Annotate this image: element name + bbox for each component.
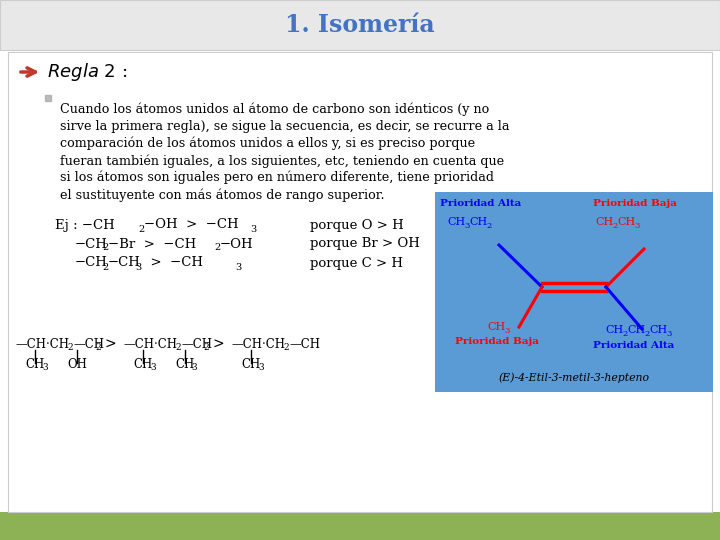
Text: Prioridad Baja: Prioridad Baja bbox=[593, 199, 677, 208]
Text: 2: 2 bbox=[102, 244, 108, 253]
Text: —CH: —CH bbox=[181, 339, 212, 352]
Text: 2: 2 bbox=[102, 262, 108, 272]
Text: 2: 2 bbox=[67, 343, 73, 353]
Text: CH: CH bbox=[595, 217, 613, 227]
Text: el sustituyente con más átomos de rango superior.: el sustituyente con más átomos de rango … bbox=[60, 188, 384, 201]
Text: 2: 2 bbox=[612, 222, 617, 230]
Text: 3: 3 bbox=[135, 262, 141, 272]
Text: 3: 3 bbox=[150, 363, 156, 373]
Text: Ej : −CH: Ej : −CH bbox=[55, 219, 114, 232]
Text: 3: 3 bbox=[464, 222, 469, 230]
Text: CH: CH bbox=[605, 325, 624, 335]
Text: Prioridad Alta: Prioridad Alta bbox=[593, 341, 674, 349]
Text: −Br  >  −CH: −Br > −CH bbox=[108, 238, 197, 251]
Text: 2: 2 bbox=[175, 343, 181, 353]
Text: 3: 3 bbox=[42, 363, 48, 373]
Text: Prioridad Baja: Prioridad Baja bbox=[455, 338, 539, 347]
Bar bbox=[435, 192, 713, 392]
Text: 2: 2 bbox=[138, 225, 144, 233]
Text: −OH  >  −CH: −OH > −CH bbox=[144, 219, 238, 232]
Text: 3: 3 bbox=[235, 262, 241, 272]
Text: —CH: —CH bbox=[289, 339, 320, 352]
Text: CH: CH bbox=[649, 325, 667, 335]
Text: comparación de los átomos unidos a ellos y, si es preciso porque: comparación de los átomos unidos a ellos… bbox=[60, 137, 475, 151]
Text: CH: CH bbox=[469, 217, 487, 227]
Text: >: > bbox=[213, 338, 225, 352]
Text: fueran también iguales, a los siguientes, etc, teniendo en cuenta que: fueran también iguales, a los siguientes… bbox=[60, 154, 504, 167]
Text: 1. Isomería: 1. Isomería bbox=[285, 13, 435, 37]
Text: −CH: −CH bbox=[75, 256, 108, 269]
Text: Cuando los átomos unidos al átomo de carbono son idénticos (y no: Cuando los átomos unidos al átomo de car… bbox=[60, 103, 490, 117]
Text: 3: 3 bbox=[191, 363, 197, 373]
Text: (E)-4-Etil-3-metil-3-hepteno: (E)-4-Etil-3-metil-3-hepteno bbox=[498, 373, 649, 383]
Text: CH: CH bbox=[25, 359, 44, 372]
Text: CH: CH bbox=[627, 325, 645, 335]
Text: −CH: −CH bbox=[108, 256, 141, 269]
Text: porque C > H: porque C > H bbox=[310, 256, 403, 269]
Text: porque Br > OH: porque Br > OH bbox=[310, 238, 420, 251]
Text: 3: 3 bbox=[258, 363, 264, 373]
Text: —CH·CH: —CH·CH bbox=[231, 339, 285, 352]
Text: 3: 3 bbox=[504, 327, 509, 335]
Text: porque O > H: porque O > H bbox=[310, 219, 404, 232]
Text: si los átomos son iguales pero en número diferente, tiene prioridad: si los átomos son iguales pero en número… bbox=[60, 171, 494, 185]
Text: sirve la primera regla), se sigue la secuencia, es decir, se recurre a la: sirve la primera regla), se sigue la sec… bbox=[60, 120, 510, 133]
Text: CH: CH bbox=[447, 217, 465, 227]
Text: CH: CH bbox=[617, 217, 635, 227]
Text: >  −CH: > −CH bbox=[142, 256, 203, 269]
Text: 3: 3 bbox=[634, 222, 639, 230]
Text: 2: 2 bbox=[283, 343, 289, 353]
Bar bbox=[0, 0, 720, 50]
Text: 3: 3 bbox=[666, 330, 671, 338]
Text: $\mathbf{\it{Regla\ 2}}$ :: $\mathbf{\it{Regla\ 2}}$ : bbox=[47, 61, 127, 83]
Text: 2: 2 bbox=[622, 330, 627, 338]
Text: −CH: −CH bbox=[75, 238, 108, 251]
Bar bbox=[8, 52, 712, 512]
Text: CH: CH bbox=[241, 359, 260, 372]
Text: CH: CH bbox=[133, 359, 152, 372]
Text: 3: 3 bbox=[250, 225, 256, 233]
Text: —CH·CH: —CH·CH bbox=[123, 339, 177, 352]
Text: −OH: −OH bbox=[220, 238, 253, 251]
Text: >: > bbox=[105, 338, 117, 352]
Text: 2: 2 bbox=[214, 244, 220, 253]
Text: 2: 2 bbox=[486, 222, 491, 230]
Text: 2: 2 bbox=[644, 330, 649, 338]
Text: 2: 2 bbox=[95, 343, 101, 353]
Text: CH: CH bbox=[175, 359, 194, 372]
Bar bbox=[0, 512, 720, 540]
Text: —CH: —CH bbox=[73, 339, 104, 352]
Text: —CH·CH: —CH·CH bbox=[15, 339, 69, 352]
Text: Prioridad Alta: Prioridad Alta bbox=[440, 199, 521, 208]
Text: CH: CH bbox=[487, 322, 505, 332]
Text: 2: 2 bbox=[203, 343, 209, 353]
Text: OH: OH bbox=[67, 359, 87, 372]
